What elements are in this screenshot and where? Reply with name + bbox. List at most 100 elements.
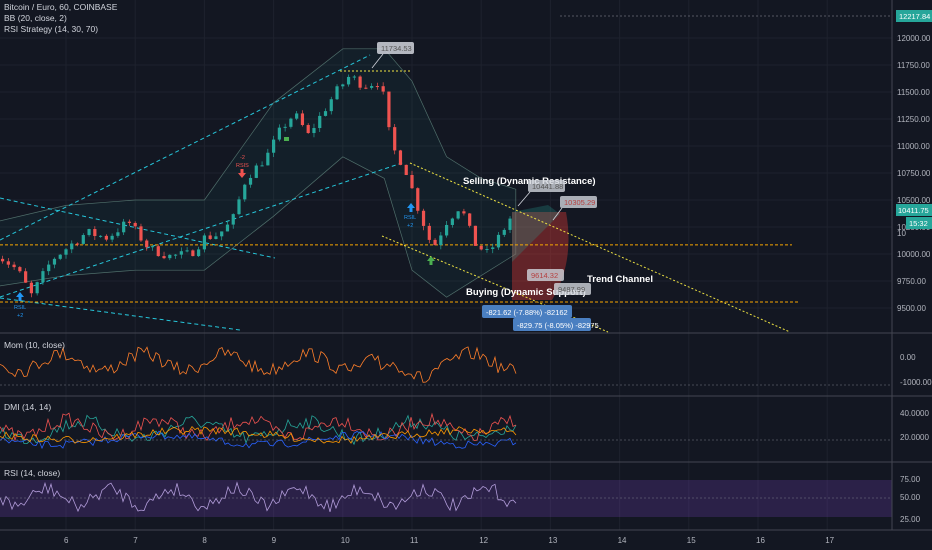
buy-label: RSIL [14,305,26,311]
dmi-tick-label: 40.0000 [900,409,929,418]
buy-arrow-icon-2 [407,203,415,212]
channel-upper [0,54,371,241]
label-sell2-box [560,196,597,208]
annotation-buying: Buying (Dynamic Support) [466,287,586,298]
price-tick-label: 9750.00 [897,277,926,286]
candle [410,170,414,190]
candle [168,254,172,261]
candle [502,228,506,238]
countdown-badge [906,217,932,229]
dmi-adxr-line [0,425,517,444]
sell-arrow-icon [238,169,246,178]
candle [24,268,28,283]
buy-count: +2 [17,313,23,319]
candle [116,228,120,238]
label-sell1-box [528,180,565,192]
buy-arrow-icon [16,292,24,301]
dmi-minus-line [0,412,517,442]
candle [41,268,45,285]
candle [214,232,218,240]
measure-text-1: -821.62 (-7.88%) -82162 [486,308,568,317]
dmi-adx-line [0,430,517,450]
mom-axis: 0.00 -1000.00 [900,353,932,387]
measure-box-1 [482,305,572,318]
candle [81,233,85,245]
current-price-badge [896,204,932,216]
candle [6,258,10,268]
channel-lower [0,297,241,331]
legend-symbol[interactable]: Bitcoin / Euro, 60, COINBASE [4,2,118,12]
mom-legend[interactable]: Mom (10, close) [4,340,65,351]
candle [491,243,495,254]
candle [127,219,132,226]
candle [272,135,276,158]
label-buy2-box [554,283,591,295]
candle [352,74,356,81]
mom-tick-label: -1000.00 [900,378,932,387]
candle [139,223,143,243]
candle [0,255,5,264]
candle [162,251,166,260]
time-axis[interactable]: 6 7 8 9 10 11 12 13 14 15 16 17 [64,536,835,545]
candle [70,240,74,254]
candle [191,249,195,257]
candle [496,232,501,250]
time-tick-label: 16 [756,536,765,545]
candle [104,234,108,242]
candle [462,208,466,216]
candle [381,82,385,95]
label-sell1: 10441.88 [532,182,563,191]
label-buy2: 9487.99 [558,285,585,294]
dmi-legend[interactable]: DMI (14, 14) [4,402,51,413]
candle [421,208,426,231]
hidden-price-tick: 10 [897,229,906,238]
candle [254,163,258,179]
candle [312,123,316,138]
candle [439,231,443,250]
candle [197,246,201,258]
candle [47,260,51,276]
channel-cross [0,197,276,259]
candle [12,261,16,270]
rsi-tick-label: 50.00 [900,493,921,502]
candle [433,238,437,246]
candle [450,217,454,228]
candle [156,244,160,257]
candle [173,254,178,259]
top-price-badge [896,10,932,22]
candle [341,83,345,90]
rsi-tick-label: 75.00 [900,475,921,484]
candle [237,196,241,216]
trend-upper [409,162,791,333]
time-tick-label: 6 [64,536,69,545]
grid [0,0,892,530]
candle [456,210,460,220]
candle [110,233,114,243]
label-buy1: 9614.32 [531,271,558,280]
candle [358,75,362,91]
dmi-tick-label: 20.0000 [900,433,929,442]
time-tick-label: 10 [341,536,350,545]
candle [468,213,472,228]
label-sell2-leader [552,207,563,221]
countdown-text: 15:32 [909,219,928,228]
price-tick-label: 10000.00 [897,250,931,259]
candle [122,218,126,236]
candle [335,84,339,101]
rsi-legend[interactable]: RSI (14, close) [4,468,60,479]
price-tick-label: 9500.00 [897,304,926,313]
price-tick-label: 11250.00 [897,115,930,124]
legend-bb[interactable]: BB (20, close, 2) [4,13,67,23]
time-tick-label: 9 [272,536,277,545]
legend-rsi-strategy[interactable]: RSI Strategy (14, 30, 70) [4,24,99,34]
top-price-badge-text: 12217.84 [899,12,930,21]
sell-label: RSIS [236,163,249,169]
candle [300,110,305,127]
candle [208,231,212,241]
candle [283,123,287,132]
candle [87,228,91,237]
label-sell2: 10305.29 [564,198,595,207]
candle [323,108,328,117]
candle [150,245,155,251]
